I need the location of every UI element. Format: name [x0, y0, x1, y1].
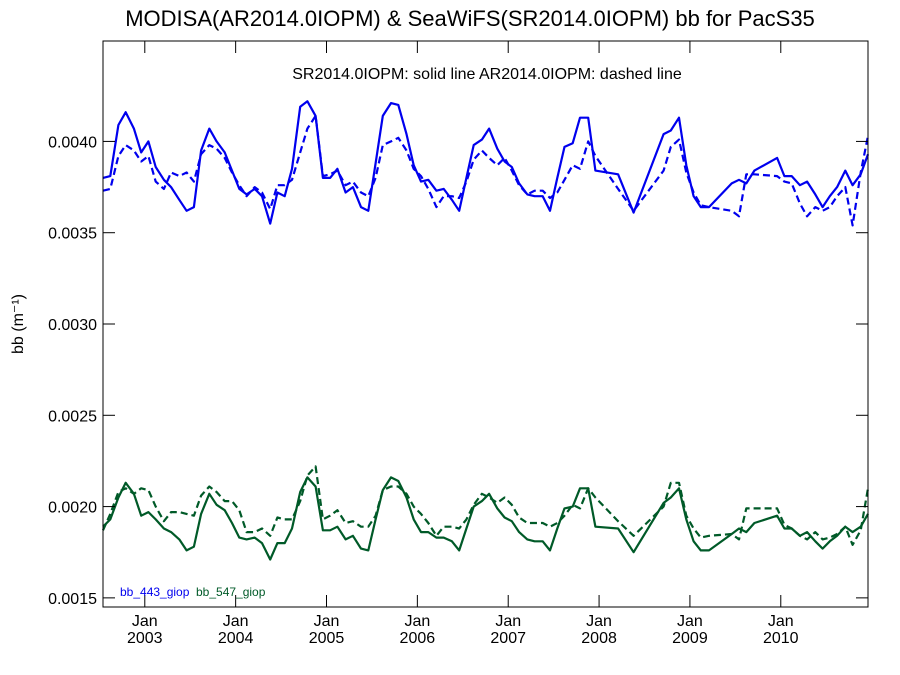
- legend-label-bb_443_giop: bb_443_giop: [120, 585, 190, 599]
- legend-label-bb_547_giop: bb_547_giop: [196, 585, 266, 599]
- plot-area: [101, 100, 870, 561]
- chart-subtitle: SR2014.0IOPM: solid line AR2014.0IOPM: d…: [292, 66, 682, 83]
- x-tick-month: Jan: [404, 613, 430, 630]
- y-tick-label: 0.0025: [48, 408, 97, 425]
- y-tick-label: 0.0035: [48, 226, 97, 243]
- x-tick-month: Jan: [223, 613, 249, 630]
- plot-frame: [102, 40, 869, 608]
- x-tick-year: 2003: [127, 630, 163, 647]
- series-line-bb_547_giop-solid: [102, 476, 869, 561]
- series-line-bb_547_giop-dashed: [101, 465, 870, 547]
- x-tick-month: Jan: [314, 613, 340, 630]
- y-axis-label: bb (m⁻¹): [10, 294, 27, 354]
- y-tick-label: 0.0040: [48, 134, 97, 151]
- x-tick-month: Jan: [768, 613, 794, 630]
- x-tick-month: Jan: [677, 613, 703, 630]
- x-tick-year: 2004: [218, 630, 254, 647]
- x-tick-year: 2010: [763, 630, 799, 647]
- y-tick-label: 0.0015: [48, 591, 97, 608]
- x-tick-month: Jan: [132, 613, 158, 630]
- series-line-bb_443_giop-solid: [102, 100, 870, 225]
- legend: bb_443_giop bb_547_giop: [120, 585, 266, 599]
- series-line-bb_443_giop-dashed: [102, 114, 870, 227]
- x-tick-year: 2007: [490, 630, 526, 647]
- x-tick-month: Jan: [586, 613, 612, 630]
- y-tick-label: 0.0020: [48, 500, 97, 517]
- x-tick-year: 2005: [309, 630, 345, 647]
- chart-title: MODISA(AR2014.0IOPM) & SeaWiFS(SR2014.0I…: [125, 6, 815, 31]
- x-tick-year: 2008: [581, 630, 617, 647]
- y-tick-label: 0.0030: [48, 317, 97, 334]
- axis-ticks: 0.00150.00200.00250.00300.00350.0040Jan2…: [48, 41, 868, 647]
- x-tick-month: Jan: [495, 613, 521, 630]
- x-tick-year: 2006: [400, 630, 436, 647]
- x-tick-year: 2009: [672, 630, 708, 647]
